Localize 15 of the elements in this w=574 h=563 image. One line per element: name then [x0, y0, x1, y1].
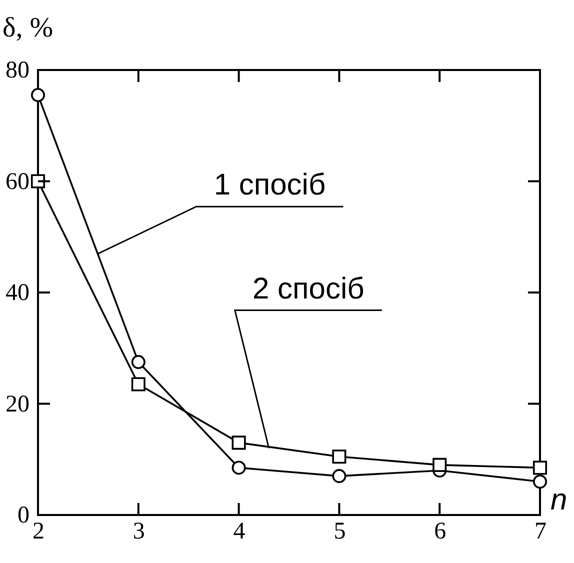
- annotation: 2 спосіб: [252, 272, 364, 306]
- annotation: 1 спосіб: [214, 168, 326, 202]
- y-tick-label: 60: [6, 168, 30, 195]
- x-tick-label: 5: [334, 518, 346, 544]
- x-tick-label: 4: [233, 518, 246, 544]
- x-tick-label: 3: [132, 518, 145, 544]
- y-tick-label: 20: [6, 391, 30, 418]
- y-tick-label: 0: [18, 502, 30, 528]
- x-tick-label: 6: [434, 518, 446, 544]
- y-tick-label: 80: [6, 58, 30, 84]
- y-axis-title: δ, %: [2, 12, 54, 44]
- y-tick-label: 40: [6, 280, 30, 306]
- x-axis-title: n: [550, 484, 568, 516]
- x-tick-label: 7: [534, 518, 546, 544]
- x-tick-label: 2: [32, 518, 44, 544]
